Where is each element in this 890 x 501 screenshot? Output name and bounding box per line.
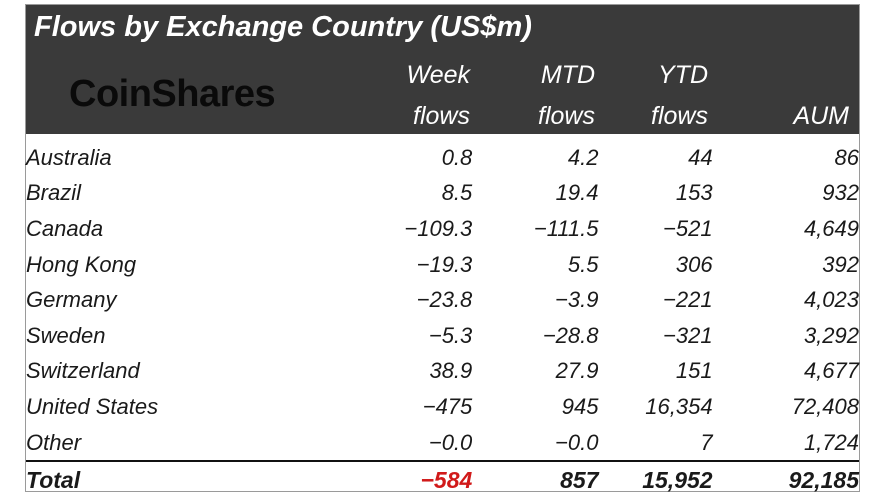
coinshares-logo: CoinShares xyxy=(69,73,276,115)
country-name: Hong Kong xyxy=(26,251,137,277)
ytd-header-line1: YTD xyxy=(658,61,708,89)
ytd-flows-cell: 7 xyxy=(700,429,713,455)
table-row: United States −475 945 16,354 72,408 xyxy=(26,389,859,425)
table-row: Sweden −5.3 −28.8 −321 3,292 xyxy=(26,318,859,354)
total-label: Total xyxy=(26,460,279,498)
ytd-flows-cell: −221 xyxy=(663,287,713,313)
ytd-flows-cell: 306 xyxy=(675,251,713,277)
ytd-flows-cell: 15,952 xyxy=(598,460,713,498)
ytd-flows-cell: 44 xyxy=(688,144,713,170)
table-row: Canada −109.3 −111.5 −521 4,649 xyxy=(26,211,859,247)
country-name: Germany xyxy=(26,287,117,313)
aum-cell: 92,185 xyxy=(712,460,859,498)
table-row: Germany −23.8 −3.9 −221 4,023 xyxy=(26,282,859,318)
week-header-line1: Week xyxy=(406,61,470,89)
total-row: Total −584 857 15,952 92,185 xyxy=(26,460,859,498)
week-header-line2: flows xyxy=(413,102,470,130)
aum-cell: 4,649 xyxy=(803,215,859,241)
mtd-flows-cell: −28.8 xyxy=(542,322,599,348)
mtd-flows-cell: 27.9 xyxy=(555,358,599,384)
country-name: Canada xyxy=(26,215,104,241)
aum-cell: 72,408 xyxy=(791,393,859,419)
aum-cell: 3,292 xyxy=(803,322,859,348)
week-flows-cell: 38.9 xyxy=(429,358,473,384)
flows-table: Australia 0.8 4.2 44 86 Brazil 8.5 19.4 153 932 Ca… xyxy=(26,140,859,498)
ytd-flows-cell: −521 xyxy=(663,215,713,241)
table-row: Australia 0.8 4.2 44 86 xyxy=(26,140,859,176)
flows-table-panel: Flows by Exchange Country (US$m) CoinSha… xyxy=(25,4,860,498)
table-title: Flows by Exchange Country (US$m) xyxy=(34,11,532,43)
ytd-flows-cell: 16,354 xyxy=(645,393,713,419)
week-flows-cell: −19.3 xyxy=(416,251,473,277)
week-flows-cell: −475 xyxy=(422,393,473,419)
mtd-flows-cell: 19.4 xyxy=(555,180,599,206)
table-row: Hong Kong −19.3 5.5 306 392 xyxy=(26,247,859,283)
ytd-flows-cell: −321 xyxy=(663,322,713,348)
table-row: Other −0.0 −0.0 7 1,724 xyxy=(26,425,859,462)
mtd-flows-cell: 945 xyxy=(561,393,599,419)
aum-cell: 4,023 xyxy=(803,287,859,313)
week-flows-cell: −584 xyxy=(278,460,473,498)
table-header: Flows by Exchange Country (US$m) CoinSha… xyxy=(26,5,859,134)
aum-cell: 86 xyxy=(834,144,859,170)
aum-cell: 1,724 xyxy=(803,429,859,455)
aum-cell: 392 xyxy=(822,251,859,277)
week-flows-cell: 8.5 xyxy=(441,180,473,206)
week-flows-cell: 0.8 xyxy=(441,144,473,170)
mtd-flows-cell: 857 xyxy=(472,460,599,498)
mtd-flows-cell: −0.0 xyxy=(555,429,599,455)
mtd-flows-cell: 4.2 xyxy=(567,144,599,170)
ytd-flows-cell: 151 xyxy=(675,358,713,384)
mtd-flows-cell: −3.9 xyxy=(555,287,599,313)
country-name: Switzerland xyxy=(26,358,140,384)
mtd-flows-cell: 5.5 xyxy=(567,251,599,277)
aum-cell: 4,677 xyxy=(803,358,859,384)
mtd-header-line2: flows xyxy=(538,102,595,130)
table-row: Switzerland 38.9 27.9 151 4,677 xyxy=(26,354,859,390)
ytd-header-line2: flows xyxy=(651,102,708,130)
aum-cell: 932 xyxy=(822,180,859,206)
country-name: Brazil xyxy=(26,180,82,206)
week-flows-cell: −0.0 xyxy=(428,429,473,455)
mtd-header-line1: MTD xyxy=(540,61,595,89)
week-flows-cell: −23.8 xyxy=(416,287,473,313)
country-name: Australia xyxy=(26,144,112,170)
country-name: Sweden xyxy=(26,322,106,348)
table-row: Brazil 8.5 19.4 153 932 xyxy=(26,176,859,212)
week-flows-cell: −5.3 xyxy=(428,322,473,348)
aum-header: AUM xyxy=(793,102,849,130)
mtd-flows-cell: −111.5 xyxy=(533,215,599,241)
country-name: United States xyxy=(26,393,159,419)
country-name: Other xyxy=(26,429,82,455)
ytd-flows-cell: 153 xyxy=(675,180,713,206)
week-flows-cell: −109.3 xyxy=(404,215,473,241)
